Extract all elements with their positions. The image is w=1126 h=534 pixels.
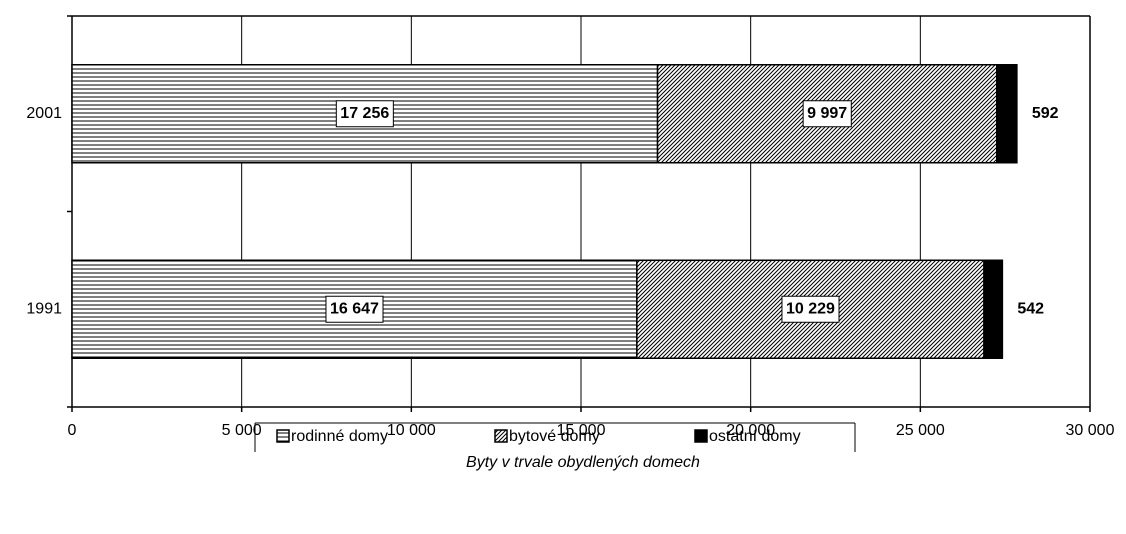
x-tick-label: 30 000	[1066, 422, 1115, 439]
bar-segment	[996, 64, 1018, 164]
x-tick-label: 5 000	[222, 422, 262, 439]
value-label: 16 647	[330, 300, 379, 317]
value-label-box	[325, 295, 384, 323]
legend-label: ostatní domy	[709, 428, 801, 445]
bar-segment	[983, 259, 1004, 359]
y-tick-label: 1991	[26, 300, 62, 317]
legend-swatch	[276, 429, 290, 443]
legend-label: bytové domy	[509, 428, 600, 445]
value-label: 542	[1017, 300, 1044, 317]
value-label-box	[335, 100, 394, 128]
x-tick-label: 20 000	[726, 422, 775, 439]
legend-swatch	[694, 429, 708, 443]
value-label: 9 997	[807, 105, 847, 122]
value-label-box	[781, 295, 840, 323]
x-tick-label: 15 000	[557, 422, 606, 439]
value-label: 17 256	[340, 105, 389, 122]
value-label: 10 229	[786, 300, 835, 317]
y-tick-label: 2001	[26, 105, 62, 122]
legend-swatch	[494, 429, 508, 443]
value-label: 592	[1032, 105, 1059, 122]
x-axis-label: Byty v trvale obydlených domech	[466, 454, 700, 471]
value-label-box	[802, 100, 852, 128]
x-tick-label: 10 000	[387, 422, 436, 439]
x-tick-label: 0	[68, 422, 77, 439]
legend-label: rodinné domy	[291, 428, 388, 445]
x-tick-label: 25 000	[896, 422, 945, 439]
